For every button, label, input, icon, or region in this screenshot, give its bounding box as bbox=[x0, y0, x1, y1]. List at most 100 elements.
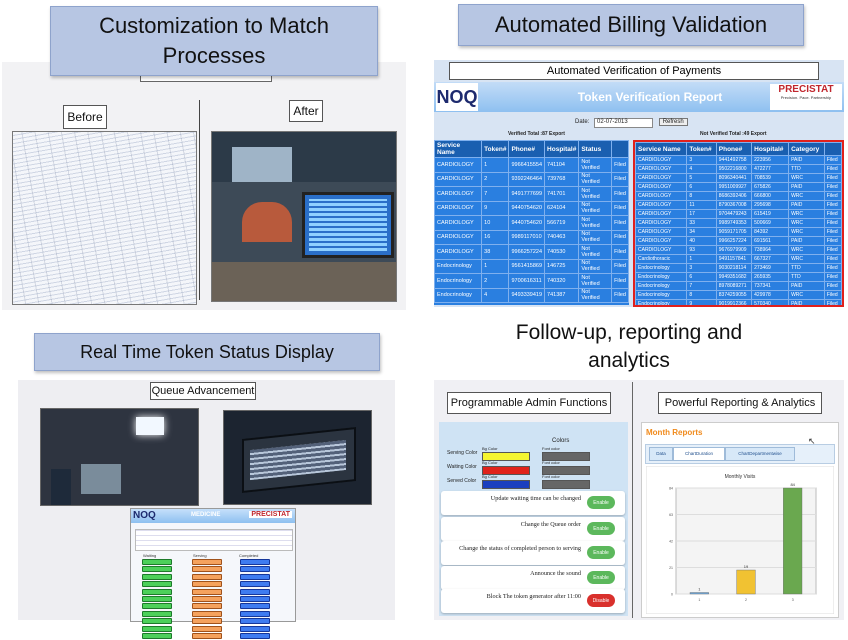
table-row: CARDIOLOGY 3 9441492758 223956 PAID Filed bbox=[635, 155, 842, 165]
table-cell: 2 bbox=[481, 171, 510, 187]
tv-display-photo bbox=[223, 410, 372, 505]
tab-data[interactable]: Data bbox=[649, 447, 673, 461]
table-cell: 9676979909 bbox=[715, 245, 753, 255]
token-tile bbox=[240, 566, 270, 573]
table-cell: 708539 bbox=[751, 173, 790, 183]
chart-bar bbox=[783, 487, 803, 595]
table-cell: 1 bbox=[686, 254, 717, 264]
table-cell: PAID bbox=[788, 155, 825, 165]
chart-bar bbox=[689, 592, 709, 595]
table-cell: Not Verified bbox=[578, 244, 613, 260]
table-cell: 7 bbox=[686, 281, 717, 291]
table-cell: CARDIOLOGY bbox=[635, 173, 688, 183]
table-row: CARDIOLOGY 38 9966257224 740530 Not Verified… bbox=[434, 244, 629, 260]
table-cell: 8 bbox=[686, 290, 717, 300]
not-verified-total[interactable]: Not Verified Total :49 Export bbox=[700, 131, 767, 137]
precistat-brand: PRECISTAT bbox=[778, 84, 834, 95]
waiting-font-swatch[interactable] bbox=[542, 466, 590, 475]
verified-header-2: Phone# bbox=[508, 140, 546, 158]
col-waiting-label: Waiting bbox=[143, 553, 157, 558]
serving-font-swatch[interactable] bbox=[542, 452, 590, 461]
token-tile bbox=[142, 573, 172, 580]
table-cell: CARDIOLOGY bbox=[635, 191, 688, 201]
table-cell: 739768 bbox=[544, 171, 580, 187]
admin-setting-row: Change the status of completed person to… bbox=[441, 541, 625, 565]
verified-header-1: Token# bbox=[481, 140, 510, 158]
serving-color-label: Serving Color bbox=[447, 450, 478, 456]
admin-toggle[interactable]: Enable bbox=[587, 571, 615, 584]
tab-chart-duration[interactable]: ChartDuration bbox=[673, 447, 725, 461]
table-cell: 9491157841 bbox=[715, 254, 753, 264]
table-cell: 17 bbox=[686, 209, 717, 219]
served-bg-label: Bg Color bbox=[482, 474, 498, 479]
admin-toggle[interactable]: Enable bbox=[587, 522, 615, 535]
table-cell: 500669 bbox=[751, 218, 790, 228]
table-cell: 9019912366 bbox=[715, 299, 753, 305]
not-verified-table-wrap: Service Name Token# Phone# Hospital# Categor… bbox=[633, 140, 844, 307]
table-row: CARDIOLOGY 6 9951009927 675826 PAID Filed bbox=[635, 182, 842, 192]
report-title: Token Verification Report bbox=[577, 90, 723, 104]
table-cell: Endocrinology bbox=[635, 281, 688, 291]
token-tile bbox=[192, 625, 222, 632]
reporting-analytics-label: Powerful Reporting & Analytics bbox=[658, 392, 822, 414]
table-cell: 9561415869 bbox=[508, 258, 546, 274]
waiting-bg-swatch[interactable] bbox=[482, 466, 530, 475]
table-cell: 9493339419 bbox=[508, 287, 546, 303]
table-cell: 34 bbox=[686, 227, 717, 237]
served-font-swatch[interactable] bbox=[542, 480, 590, 489]
serving-font-label: Font color bbox=[542, 446, 560, 451]
table-cell: Endocrinology bbox=[635, 290, 688, 300]
table-cell: Not Verified bbox=[578, 229, 613, 245]
queue-advancement-label: Queue Advancement bbox=[150, 382, 256, 400]
customization-title: Customization to Match Processes bbox=[50, 6, 378, 76]
refresh-button[interactable]: Refresh bbox=[658, 118, 688, 126]
verified-total[interactable]: Verified Total :87 Export bbox=[508, 131, 565, 137]
table-cell: 9 bbox=[481, 200, 510, 216]
table-cell: 9440754620 bbox=[508, 200, 546, 216]
table-cell: CARDIOLOGY bbox=[635, 164, 688, 174]
waiting-bg-label: Bg Color bbox=[482, 460, 498, 465]
table-cell: CARDIOLOGY bbox=[635, 245, 688, 255]
token-tile bbox=[240, 581, 270, 588]
table-cell: 738964 bbox=[751, 245, 790, 255]
admin-toggle[interactable]: Enable bbox=[587, 546, 615, 559]
admin-toggle[interactable]: Enable bbox=[587, 496, 615, 509]
admin-toggle[interactable]: Disable bbox=[587, 594, 615, 607]
date-input[interactable]: 02-07-2013 bbox=[594, 118, 654, 128]
table-cell: 740320 bbox=[544, 273, 580, 289]
noq-logo: NOQ bbox=[436, 83, 478, 111]
table-cell: Filed bbox=[823, 227, 842, 237]
token-tile bbox=[240, 595, 270, 602]
table-cell: TTD bbox=[788, 272, 825, 282]
table-cell: Filed bbox=[611, 171, 629, 187]
table-cell: Filed bbox=[611, 186, 629, 202]
waiting-color-label: Waiting Color bbox=[447, 464, 477, 470]
table-cell: Filed bbox=[823, 245, 842, 255]
before-photo-paper-register bbox=[12, 131, 197, 305]
table-cell: CARDIOLOGY bbox=[434, 215, 483, 231]
token-tile bbox=[240, 632, 270, 639]
table-cell: CARDIOLOGY bbox=[434, 244, 483, 260]
table-cell: 9966257224 bbox=[508, 244, 546, 260]
served-bg-swatch[interactable] bbox=[482, 480, 530, 489]
table-cell: PAID bbox=[788, 299, 825, 305]
table-cell: Not Verified bbox=[578, 200, 613, 216]
table-cell: Filed bbox=[823, 173, 842, 183]
table-cell: 10 bbox=[481, 215, 510, 231]
serving-column bbox=[187, 559, 227, 640]
serving-bg-swatch[interactable] bbox=[482, 452, 530, 461]
table-cell: WRC bbox=[788, 218, 825, 228]
table-cell: WRC bbox=[788, 227, 825, 237]
token-tile bbox=[192, 581, 222, 588]
table-cell: Filed bbox=[823, 209, 842, 219]
waiting-room-photo bbox=[40, 408, 199, 506]
waiting-column bbox=[137, 559, 177, 640]
col-serving-label: Serving bbox=[193, 553, 207, 558]
admin-setting-row: Announce the sound Enable bbox=[441, 566, 625, 590]
table-cell: 6 bbox=[686, 182, 717, 192]
y-tick-label: 0 bbox=[671, 593, 673, 597]
table-cell: 9 bbox=[686, 299, 717, 305]
table-cell: 8 bbox=[686, 191, 717, 201]
table-cell: Filed bbox=[611, 273, 629, 289]
tab-chart-departmentwise[interactable]: ChartDepartmentwise bbox=[725, 447, 795, 461]
